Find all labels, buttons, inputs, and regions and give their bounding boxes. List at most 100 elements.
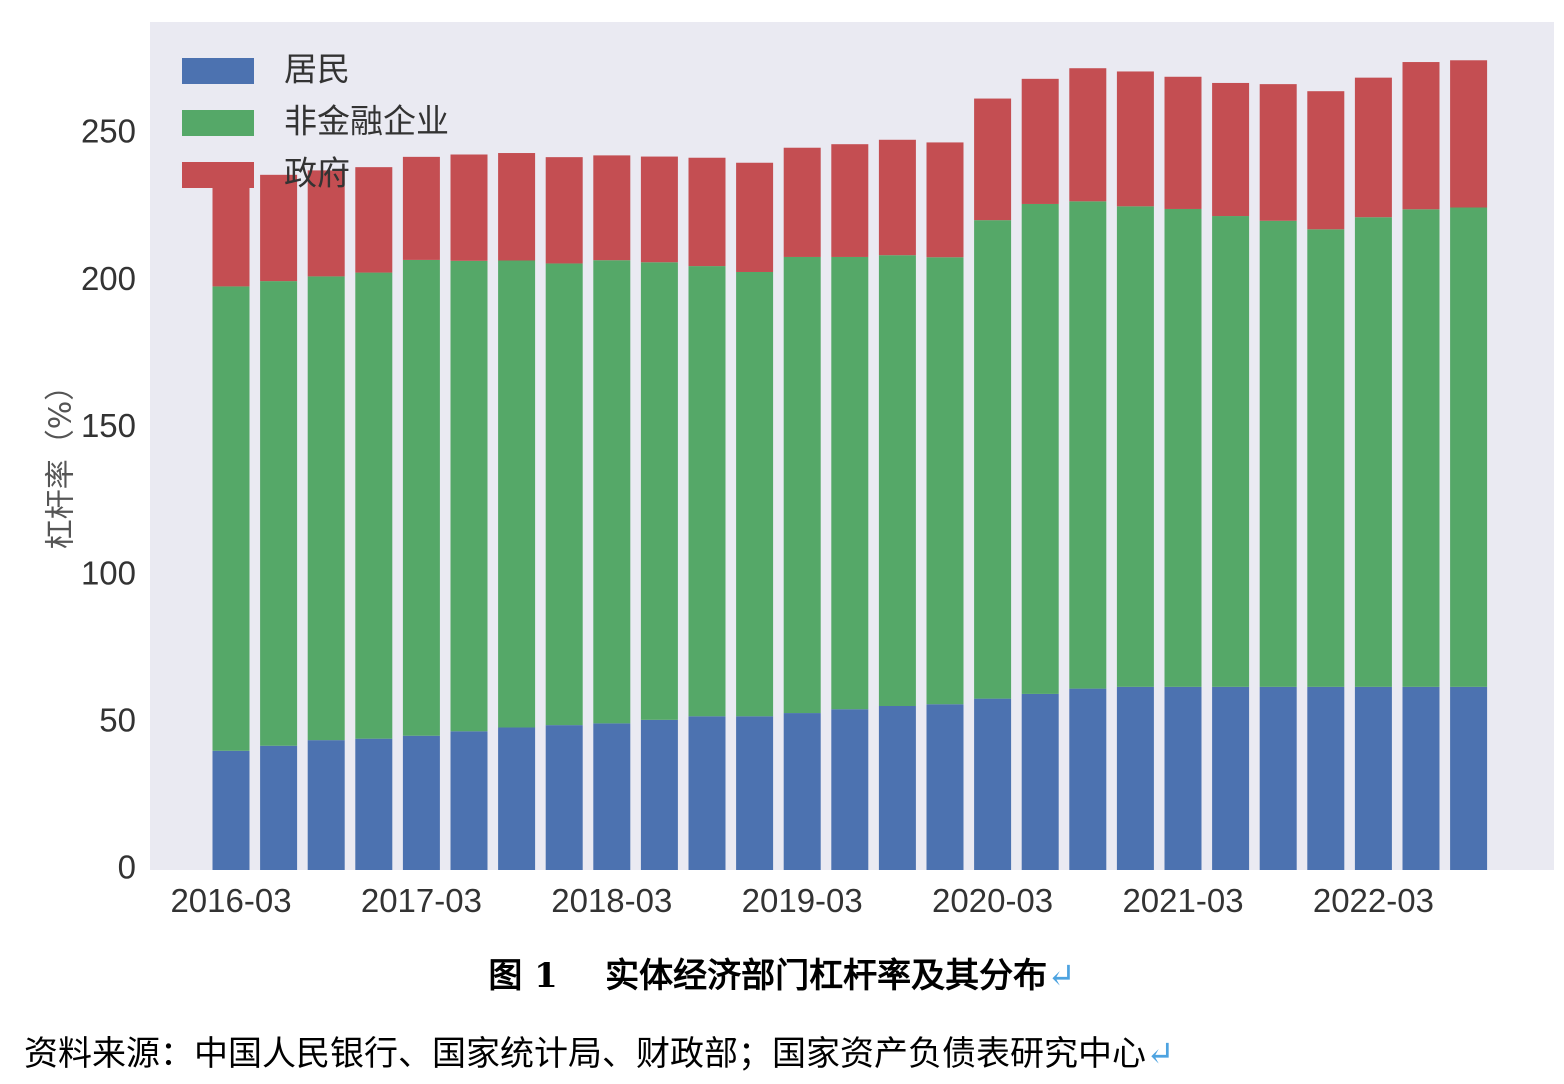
bar-2021-03-居民 — [1164, 686, 1202, 870]
bar-2020-12-居民 — [1116, 686, 1154, 870]
bar-2021-06-非金融企业 — [1212, 216, 1250, 687]
legend-swatch — [182, 162, 254, 188]
bar-2022-06-非金融企业 — [1402, 209, 1440, 687]
bar-2019-03-非金融企业 — [783, 256, 821, 714]
bar-2021-12-政府 — [1307, 91, 1345, 230]
bar-2022-06-居民 — [1402, 686, 1440, 870]
bar-2019-03-政府 — [783, 147, 821, 257]
bar-2019-06-居民 — [831, 709, 869, 870]
bar-2016-09-非金融企业 — [307, 276, 345, 741]
bar-2022-03-居民 — [1354, 686, 1392, 870]
bar-2021-06-政府 — [1212, 82, 1250, 217]
bar-2020-09-政府 — [1069, 68, 1107, 202]
bar-2019-09-政府 — [878, 139, 916, 256]
figure-title: 实体经济部门杠杆率及其分布 — [605, 956, 1048, 996]
x-tick-label: 2018-03 — [551, 882, 672, 919]
legend-swatch — [182, 58, 254, 84]
bar-2017-09-政府 — [498, 153, 536, 261]
bar-2020-06-非金融企业 — [1021, 203, 1059, 694]
bars-layer — [212, 60, 1488, 870]
bar-2016-12-非金融企业 — [355, 272, 393, 739]
bar-2020-09-居民 — [1069, 688, 1107, 870]
x-tick-label: 2021-03 — [1122, 882, 1243, 919]
bar-2016-09-居民 — [307, 740, 345, 870]
bar-2017-12-非金融企业 — [545, 263, 583, 726]
bar-2017-03-居民 — [402, 735, 440, 870]
x-tick-label: 2019-03 — [742, 882, 863, 919]
source-text: 资料来源：中国人民银行、国家统计局、财政部；国家资产负债表研究中心 — [24, 1034, 1146, 1074]
y-tick-label: 50 — [99, 701, 136, 738]
paragraph-mark: ↵ — [1047, 956, 1076, 996]
bar-2016-03-政府 — [212, 179, 250, 287]
bar-2016-06-政府 — [260, 174, 298, 282]
x-tick-label: 2022-03 — [1313, 882, 1434, 919]
bar-2016-09-政府 — [307, 170, 345, 277]
paragraph-mark: ↵ — [1146, 1034, 1175, 1074]
source-note: 资料来源：中国人民银行、国家统计局、财政部；国家资产负债表研究中心↵ — [24, 1026, 1175, 1075]
bar-2016-12-居民 — [355, 738, 393, 870]
bar-2019-06-政府 — [831, 144, 869, 257]
bar-2018-09-非金融企业 — [688, 266, 726, 717]
legend-swatch — [182, 110, 254, 136]
bar-2018-06-政府 — [640, 156, 678, 263]
bar-2021-09-政府 — [1259, 84, 1297, 221]
bar-2017-06-非金融企业 — [450, 260, 488, 732]
legend-label: 居民 — [284, 50, 350, 89]
x-tick-label: 2016-03 — [170, 882, 291, 919]
bar-2021-06-居民 — [1212, 686, 1250, 870]
figure-number: 图 1 — [488, 956, 558, 996]
bar-2022-03-非金融企业 — [1354, 217, 1392, 687]
bar-2018-09-政府 — [688, 157, 726, 267]
bar-2017-09-居民 — [498, 727, 536, 870]
bar-2017-12-居民 — [545, 725, 583, 870]
bar-2020-06-政府 — [1021, 78, 1059, 204]
x-axis-ticks: 2016-03 2017-03 2018-03 2019-03 2020-03 2021-… — [170, 882, 1434, 919]
y-tick-label: 250 — [81, 113, 136, 150]
bar-2019-09-非金融企业 — [878, 255, 916, 706]
x-tick-label: 2017-03 — [361, 882, 482, 919]
bar-2021-09-居民 — [1259, 686, 1297, 870]
bar-2016-03-非金融企业 — [212, 286, 250, 751]
bar-2019-12-非金融企业 — [926, 257, 964, 705]
bar-2019-09-居民 — [878, 705, 916, 870]
bar-2020-06-居民 — [1021, 693, 1059, 870]
y-axis-label: 杠杆率（%） — [44, 371, 79, 550]
bar-2016-03-居民 — [212, 750, 250, 870]
bar-2018-03-政府 — [593, 155, 631, 261]
y-tick-label: 200 — [81, 260, 136, 297]
figure-caption: 图 1 实体经济部门杠杆率及其分布↵ — [0, 948, 1564, 997]
x-tick-label: 2020-03 — [932, 882, 1053, 919]
bar-2019-12-政府 — [926, 142, 964, 258]
bar-2019-12-居民 — [926, 704, 964, 870]
legend-label: 政府 — [284, 154, 350, 193]
bar-2019-03-居民 — [783, 713, 821, 870]
bar-2018-03-非金融企业 — [593, 260, 631, 724]
bar-2017-03-非金融企业 — [402, 259, 440, 736]
bar-2022-03-政府 — [1354, 77, 1392, 218]
bar-2018-12-居民 — [736, 716, 774, 870]
bar-2017-09-非金融企业 — [498, 260, 536, 728]
bar-2017-03-政府 — [402, 156, 440, 260]
bar-2018-09-居民 — [688, 716, 726, 870]
y-axis-ticks: 0 50 100 150 200 250 — [81, 113, 136, 886]
bar-2016-06-居民 — [260, 745, 298, 870]
bar-2022-09-居民 — [1450, 686, 1488, 870]
bar-2021-09-非金融企业 — [1259, 220, 1297, 687]
bar-2021-12-居民 — [1307, 686, 1345, 870]
bar-2018-03-居民 — [593, 723, 631, 870]
bar-2017-06-政府 — [450, 154, 488, 261]
bar-2018-12-非金融企业 — [736, 271, 774, 717]
bar-2021-12-非金融企业 — [1307, 229, 1345, 687]
bar-2018-06-非金融企业 — [640, 262, 678, 720]
bar-2016-12-政府 — [355, 167, 393, 273]
bar-2020-03-非金融企业 — [974, 220, 1012, 699]
y-tick-label: 0 — [118, 849, 136, 886]
bar-2021-03-政府 — [1164, 76, 1202, 209]
bar-2017-06-居民 — [450, 731, 488, 870]
bar-2018-06-居民 — [640, 719, 678, 870]
bar-2022-09-政府 — [1450, 60, 1488, 208]
y-tick-label: 100 — [81, 554, 136, 591]
bar-2020-12-政府 — [1116, 71, 1154, 207]
